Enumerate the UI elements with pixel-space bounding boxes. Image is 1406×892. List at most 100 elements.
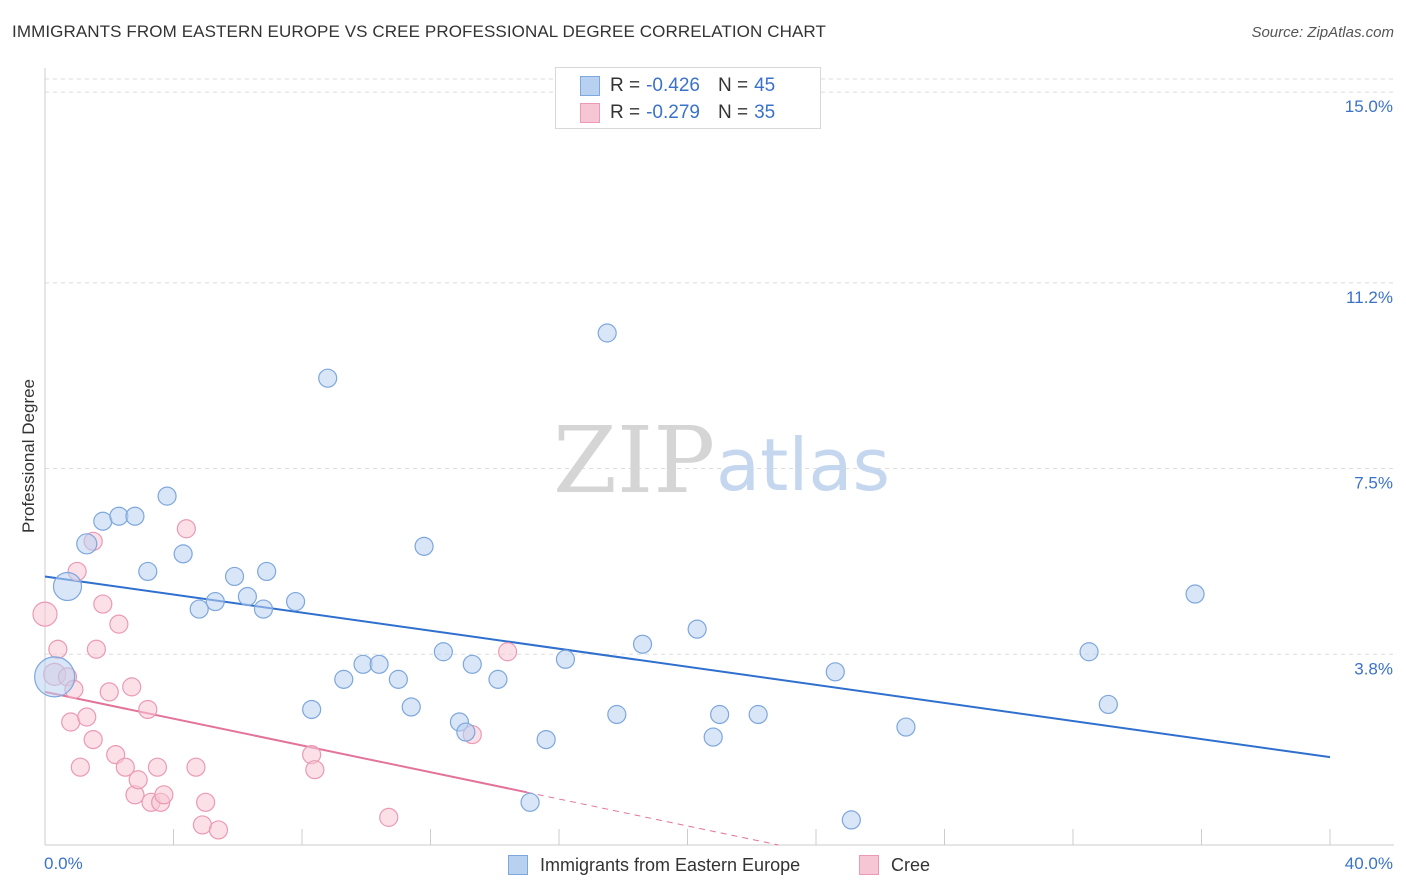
data-point-cree bbox=[192, 815, 213, 835]
x-tick-label: 40.0% bbox=[1345, 854, 1393, 873]
data-point-eastern-europe bbox=[1079, 642, 1099, 662]
data-point-eastern-europe bbox=[369, 654, 389, 674]
data-point-eastern-europe bbox=[748, 704, 768, 725]
data-point-eastern-europe bbox=[205, 591, 225, 612]
data-point-eastern-europe bbox=[597, 323, 617, 343]
grid-lines bbox=[45, 78, 1394, 655]
watermark-zip: ZIP bbox=[553, 407, 715, 514]
legend-n-label: N = bbox=[717, 75, 749, 96]
data-point-eastern-europe bbox=[456, 722, 476, 742]
data-point-eastern-europe bbox=[703, 727, 723, 747]
data-point-cree bbox=[115, 757, 135, 777]
legend-r-label: R = bbox=[610, 102, 641, 123]
data-point-cree bbox=[122, 677, 142, 697]
data-point-cree bbox=[93, 594, 113, 614]
data-point-eastern-europe bbox=[125, 506, 145, 526]
legend-swatch-pink bbox=[580, 103, 600, 123]
data-point-cree bbox=[32, 601, 58, 627]
trend-line-blue bbox=[44, 575, 1331, 759]
legend-r-value: -0.279 bbox=[646, 102, 700, 123]
legend-n-label: N = bbox=[717, 102, 749, 123]
y-tick-labels: 3.8% 7.5% 11.2% 15.0% bbox=[1345, 97, 1393, 678]
legend-row-blue: R = -0.426 N = 45 bbox=[580, 73, 775, 99]
data-point-cree bbox=[128, 770, 148, 790]
data-point-cree bbox=[48, 639, 68, 659]
legend-r-value: -0.426 bbox=[646, 75, 700, 96]
y-tick-label: 15.0% bbox=[1345, 97, 1393, 116]
axes bbox=[44, 68, 1394, 846]
y-tick-label: 3.8% bbox=[1354, 659, 1393, 678]
data-point-eastern-europe bbox=[189, 599, 209, 619]
data-point-eastern-europe bbox=[488, 669, 508, 689]
data-point-eastern-europe bbox=[253, 599, 274, 619]
y-axis-label: Professional Degree bbox=[19, 379, 38, 533]
series-legend-pink: Cree bbox=[859, 853, 930, 877]
data-point-cree bbox=[77, 707, 97, 727]
data-point-cree bbox=[109, 614, 129, 634]
data-point-cree bbox=[196, 792, 216, 812]
series-swatch-blue bbox=[508, 855, 528, 875]
y-tick-label: 7.5% bbox=[1354, 474, 1393, 493]
data-point-eastern-europe bbox=[401, 697, 421, 717]
legend-r-label: R = bbox=[610, 75, 641, 96]
data-point-cree bbox=[154, 785, 174, 805]
data-point-eastern-europe bbox=[896, 717, 916, 737]
series-swatch-pink bbox=[859, 855, 879, 875]
data-point-eastern-europe bbox=[353, 654, 373, 674]
data-point-eastern-europe bbox=[34, 656, 76, 698]
data-point-eastern-europe bbox=[825, 662, 845, 682]
data-point-eastern-europe bbox=[76, 533, 98, 555]
series-label-blue: Immigrants from Eastern Europe bbox=[540, 854, 801, 875]
data-point-cree bbox=[99, 682, 119, 702]
y-tick-label: 11.2% bbox=[1346, 288, 1393, 307]
data-point-eastern-europe bbox=[138, 561, 158, 582]
data-point-cree bbox=[147, 757, 168, 777]
trend-line-pink-extension bbox=[526, 791, 779, 846]
data-point-cree bbox=[498, 642, 518, 662]
data-point-cree bbox=[83, 729, 103, 750]
x-tick-labels: 0.0% 40.0% bbox=[44, 854, 1393, 873]
chart-title: IMMIGRANTS FROM EASTERN EUROPE VS CREE P… bbox=[12, 22, 826, 41]
data-point-cree bbox=[86, 639, 107, 659]
data-point-eastern-europe bbox=[224, 566, 245, 587]
data-point-eastern-europe bbox=[388, 669, 408, 689]
data-point-eastern-europe bbox=[237, 586, 257, 607]
legend-swatch-blue bbox=[580, 76, 600, 96]
data-point-eastern-europe bbox=[257, 561, 277, 582]
data-point-eastern-europe bbox=[462, 654, 482, 674]
data-point-eastern-europe bbox=[334, 669, 354, 689]
data-point-eastern-europe bbox=[1098, 694, 1118, 715]
data-point-cree bbox=[379, 807, 399, 827]
data-point-eastern-europe bbox=[52, 571, 83, 602]
watermark: ZIP atlas bbox=[553, 407, 890, 514]
data-point-eastern-europe bbox=[710, 704, 730, 725]
trend-line-pink bbox=[44, 690, 528, 794]
data-point-eastern-europe bbox=[173, 544, 193, 564]
data-point-cree bbox=[176, 519, 196, 539]
data-point-eastern-europe bbox=[302, 699, 322, 720]
series-label-pink: Cree bbox=[891, 854, 931, 875]
data-point-eastern-europe bbox=[555, 649, 576, 669]
data-point-eastern-europe bbox=[414, 536, 434, 556]
data-point-eastern-europe bbox=[157, 486, 177, 506]
data-point-cree bbox=[186, 757, 206, 777]
watermark-atlas: atlas bbox=[716, 423, 890, 507]
data-point-cree bbox=[70, 757, 90, 777]
data-points bbox=[32, 323, 1205, 840]
data-point-eastern-europe bbox=[1185, 584, 1205, 604]
data-point-eastern-europe bbox=[632, 634, 653, 654]
data-point-eastern-europe bbox=[109, 506, 129, 526]
data-point-eastern-europe bbox=[318, 368, 338, 388]
data-point-eastern-europe bbox=[285, 591, 306, 612]
legend-n-value: 35 bbox=[754, 102, 776, 123]
data-point-eastern-europe bbox=[687, 619, 707, 639]
data-point-eastern-europe bbox=[433, 642, 453, 662]
data-point-cree bbox=[208, 820, 229, 840]
chart-source: Source: ZipAtlas.com bbox=[1251, 24, 1394, 41]
x-tick-label: 0.0% bbox=[44, 854, 83, 873]
data-point-cree bbox=[305, 760, 325, 780]
data-point-eastern-europe bbox=[93, 511, 113, 531]
correlation-legend: R = -0.426 N = 45 R = -0.279 N = 35 bbox=[555, 67, 821, 129]
data-point-cree bbox=[61, 712, 81, 732]
